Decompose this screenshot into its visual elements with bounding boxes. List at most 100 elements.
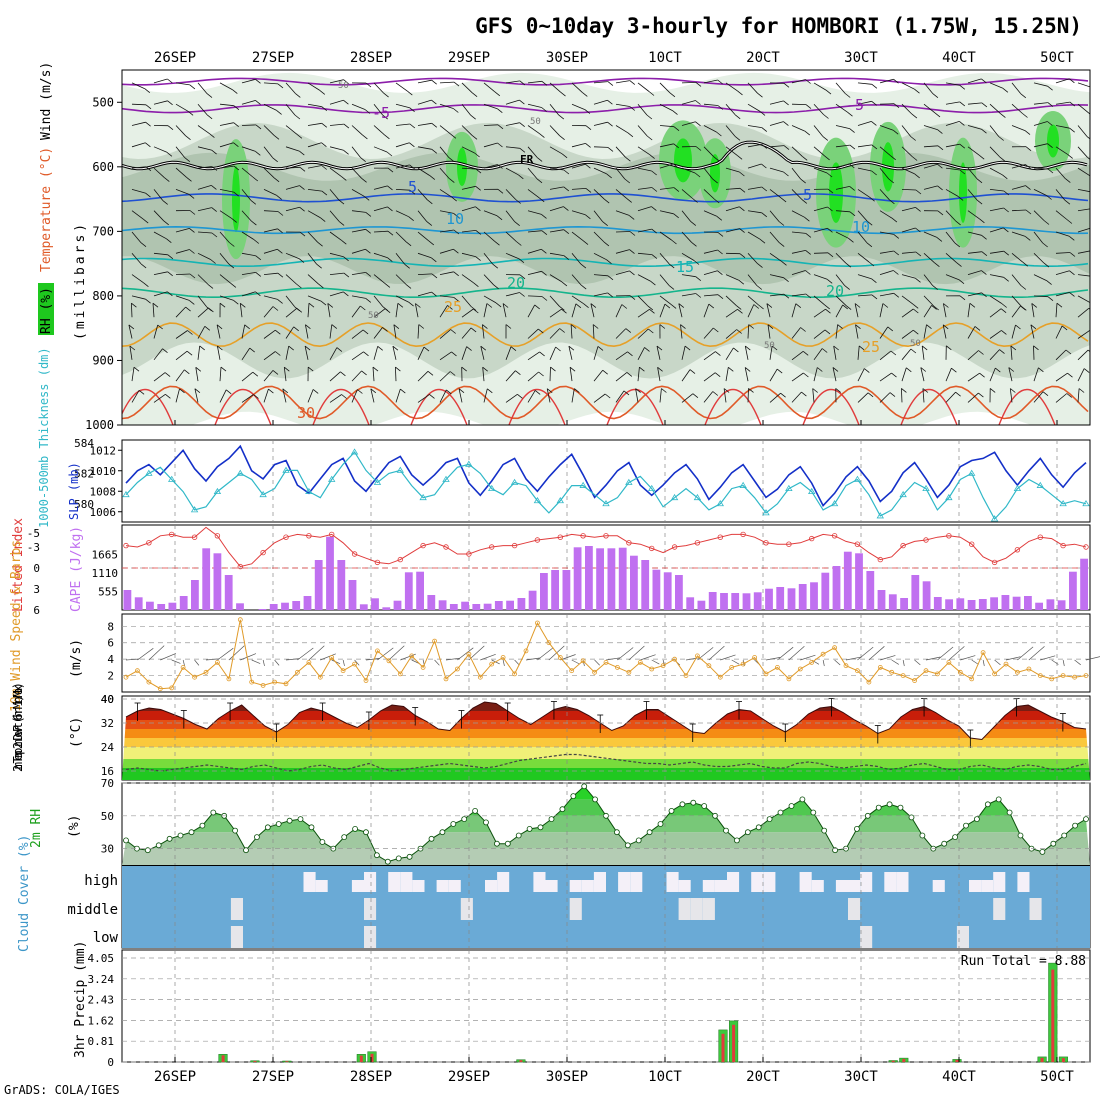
wind-speed-point (203, 669, 209, 675)
lifted-index-point (900, 542, 906, 549)
wind-barb (681, 346, 686, 360)
wind-speed-point (980, 650, 986, 655)
cape-tick-label: 1665 (92, 549, 119, 562)
cape-tick-label: 1110 (92, 567, 119, 580)
wind-barb-flag (480, 345, 487, 351)
wind-barb (769, 293, 784, 297)
wind-speed-point (637, 660, 643, 665)
wind-barb (1033, 189, 1047, 196)
wind-barb (967, 270, 982, 275)
wind-barb-flag (801, 391, 807, 397)
wind-barb (681, 293, 696, 297)
wind-barb (813, 125, 824, 137)
wind-barb (439, 351, 452, 361)
wind-barb-flag (515, 370, 521, 376)
wind-barb (351, 305, 361, 318)
wind-barb-flag (145, 298, 151, 304)
wind-barb (855, 324, 859, 339)
wind-barb (525, 657, 540, 661)
wind-barb-flag (607, 81, 614, 86)
wind-barb (593, 274, 609, 277)
wind-barb-flag (321, 122, 328, 128)
wind-barb (285, 252, 300, 259)
wind-barb-flag (580, 263, 587, 269)
wind-barb (395, 189, 411, 191)
temp-unit-label: (°C) (69, 717, 84, 748)
wind-barb-flag (934, 112, 941, 118)
wind-barb (241, 78, 256, 84)
wind-barb (1077, 227, 1090, 233)
cape-bar (573, 547, 582, 610)
wind-barb-flag (1069, 78, 1075, 84)
wind-barb (901, 274, 916, 279)
wind-barb-flag (584, 109, 591, 114)
wind-barb-flag (959, 143, 966, 149)
wind-barb (1055, 292, 1070, 297)
wind-barb-flag (299, 166, 306, 172)
wind-barb (659, 187, 674, 190)
wind-barb (989, 189, 1004, 192)
wind-barb (901, 348, 912, 361)
isotherm-label: 15 (676, 258, 694, 276)
lifted-index-axis-label: Lifted Index (11, 518, 26, 612)
temp-tick-label: 40 (101, 693, 114, 706)
wind-barb-flag (999, 349, 1005, 354)
wind-barb-flag (166, 238, 172, 244)
wind-barb-flag (805, 293, 812, 299)
wind-barb-flag (901, 388, 907, 393)
wind-barb-flag (449, 371, 456, 376)
wind-barb-flag (1038, 367, 1044, 373)
wind-barb-flag (849, 186, 855, 191)
thickness-point (716, 500, 724, 507)
wind-barb-flag (204, 325, 211, 331)
wind-barb (549, 346, 556, 360)
wind-barb-flag (673, 163, 679, 169)
wind-barb (137, 648, 154, 661)
wind-barb-flag (887, 326, 894, 332)
wind-barb (813, 367, 818, 382)
wind-barb (285, 185, 300, 190)
wind-barb (505, 292, 520, 297)
wind-barb (329, 272, 344, 276)
thickness-point (876, 512, 884, 519)
wind-barb-flag (482, 324, 488, 329)
rh-saturated-area (710, 154, 720, 193)
wind-barb-flag (739, 171, 745, 177)
wind-barb (197, 307, 209, 318)
cloud-clear-cell (497, 872, 510, 892)
wind-barb-flag (761, 127, 768, 132)
wind-barb-flag (1000, 308, 1007, 314)
wind-barb-flag (382, 114, 388, 120)
wind-barb (365, 658, 380, 661)
cloud-clear-cell (1017, 872, 1030, 892)
wind-barb (1033, 82, 1048, 87)
wind-barb (263, 210, 279, 212)
wind-barb-flag (453, 248, 459, 254)
wind-speed-point (923, 668, 929, 674)
wind-barb-flag (519, 292, 525, 297)
wind-barb (879, 303, 884, 318)
wind-speed-point (935, 671, 940, 677)
wind-barb (373, 103, 384, 116)
cloud-clear-cell (364, 872, 377, 892)
wind-barb (857, 167, 872, 172)
wind-barb-flag (913, 308, 919, 314)
wind-barb (813, 167, 828, 174)
wind-speed-line (125, 619, 1087, 690)
wind-barb (637, 82, 650, 92)
wind-speed-point (146, 679, 152, 685)
rh-point (886, 801, 893, 808)
rh-point (614, 829, 620, 836)
wind-barb (920, 367, 925, 382)
cape-bar (326, 536, 334, 610)
wind-barb (153, 372, 166, 382)
cape-bar (787, 588, 796, 610)
wind-barb (1055, 325, 1063, 339)
wind-barb-flag (871, 121, 877, 126)
cape-bar (1057, 600, 1066, 610)
wind-barb (967, 189, 978, 201)
wind-barb-flag (933, 305, 939, 311)
wind-barb (967, 326, 976, 339)
rh-point (668, 808, 675, 814)
wind-barb (439, 189, 452, 198)
